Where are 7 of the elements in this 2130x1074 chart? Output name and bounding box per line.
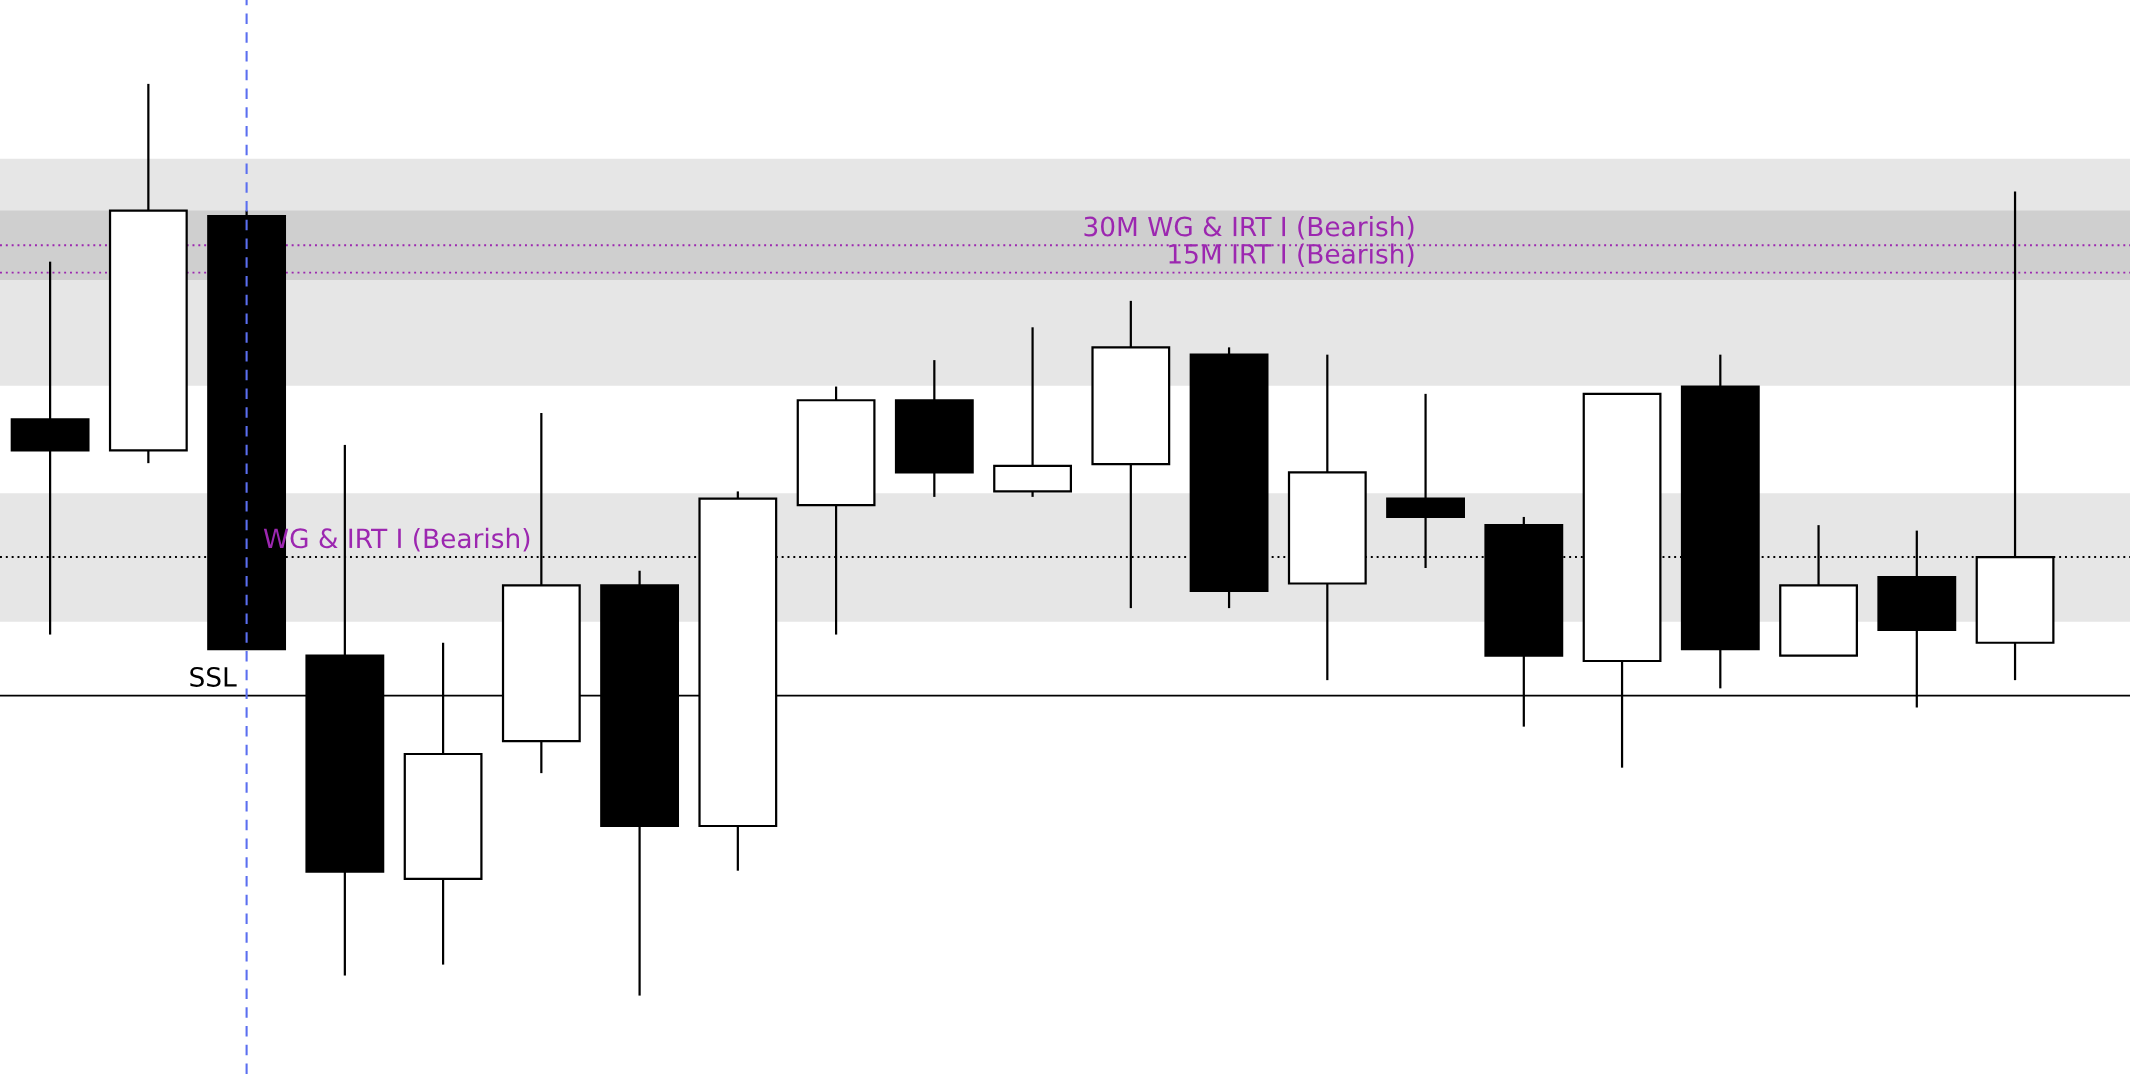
candlestick: [894, 359, 974, 498]
ref-line-label: 15M IRT I (Bearish): [1169, 243, 1414, 267]
candlestick: [1287, 353, 1367, 682]
ref-line-label: WG & IRT I (Bearish): [263, 527, 530, 552]
candlestick: [993, 326, 1072, 498]
ref-line-label: 30M WG & IRT I (Bearish): [1084, 216, 1414, 240]
ref-line-label: SSL: [190, 666, 237, 687]
